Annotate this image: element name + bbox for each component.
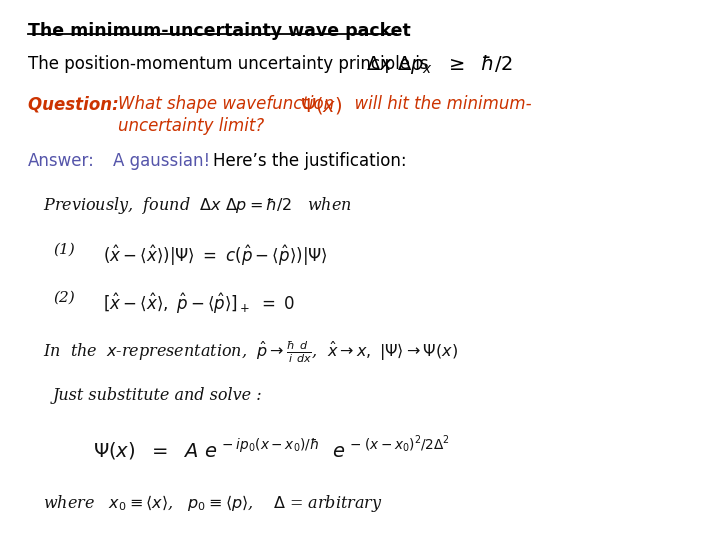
Text: $\Psi(x)\ \ =\ \ A\  e^{\,-ip_0(x-x_0)/\hbar}\ \  e^{\,-(x-x_0)^2/2\Delta^2}$: $\Psi(x)\ \ =\ \ A\ e^{\,-ip_0(x-x_0)/\h…: [93, 435, 450, 463]
Text: $(\hat{x} - \langle\hat{x}\rangle)|\Psi\rangle\ =\ c(\hat{p} - \langle\hat{p}\ra: $(\hat{x} - \langle\hat{x}\rangle)|\Psi\…: [103, 243, 328, 268]
Text: will hit the minimum-: will hit the minimum-: [344, 95, 531, 113]
Text: The minimum-uncertainty wave packet: The minimum-uncertainty wave packet: [28, 22, 410, 40]
Text: Previously,  found  $\Delta x\ \Delta p = \hbar/2$   when: Previously, found $\Delta x\ \Delta p = …: [43, 195, 352, 216]
Text: $[\hat{x}-\langle\hat{x}\rangle,\ \hat{p} - \langle\hat{p}\rangle]_+\ =\ 0$: $[\hat{x}-\langle\hat{x}\rangle,\ \hat{p…: [103, 291, 295, 315]
Text: uncertainty limit?: uncertainty limit?: [118, 117, 264, 135]
Text: A gaussian!: A gaussian!: [113, 152, 210, 170]
Text: $\Psi(x)$: $\Psi(x)$: [300, 95, 343, 116]
Text: (2): (2): [53, 291, 75, 305]
Text: $\Delta x\ \Delta p_x\ \ \geq\ \ \hbar/2$: $\Delta x\ \Delta p_x\ \ \geq\ \ \hbar/2…: [366, 53, 513, 76]
Text: Question:: Question:: [28, 95, 130, 113]
Text: (1): (1): [53, 243, 75, 257]
Text: What shape wavefunction: What shape wavefunction: [118, 95, 339, 113]
Text: Here’s the justification:: Here’s the justification:: [213, 152, 407, 170]
Text: Just substitute and solve :: Just substitute and solve :: [53, 387, 263, 404]
Text: The position-momentum uncertainty principle is: The position-momentum uncertainty princi…: [28, 55, 439, 73]
Text: In  the  $x$-representation,  $\hat{p} \rightarrow \frac{\hbar}{i}\frac{d}{dx}$,: In the $x$-representation, $\hat{p} \rig…: [43, 339, 458, 365]
Text: Answer:: Answer:: [28, 152, 95, 170]
Text: where   $x_0 \equiv \langle x\rangle$,   $p_0 \equiv \langle p\rangle$,    $\Del: where $x_0 \equiv \langle x\rangle$, $p_…: [43, 493, 383, 514]
